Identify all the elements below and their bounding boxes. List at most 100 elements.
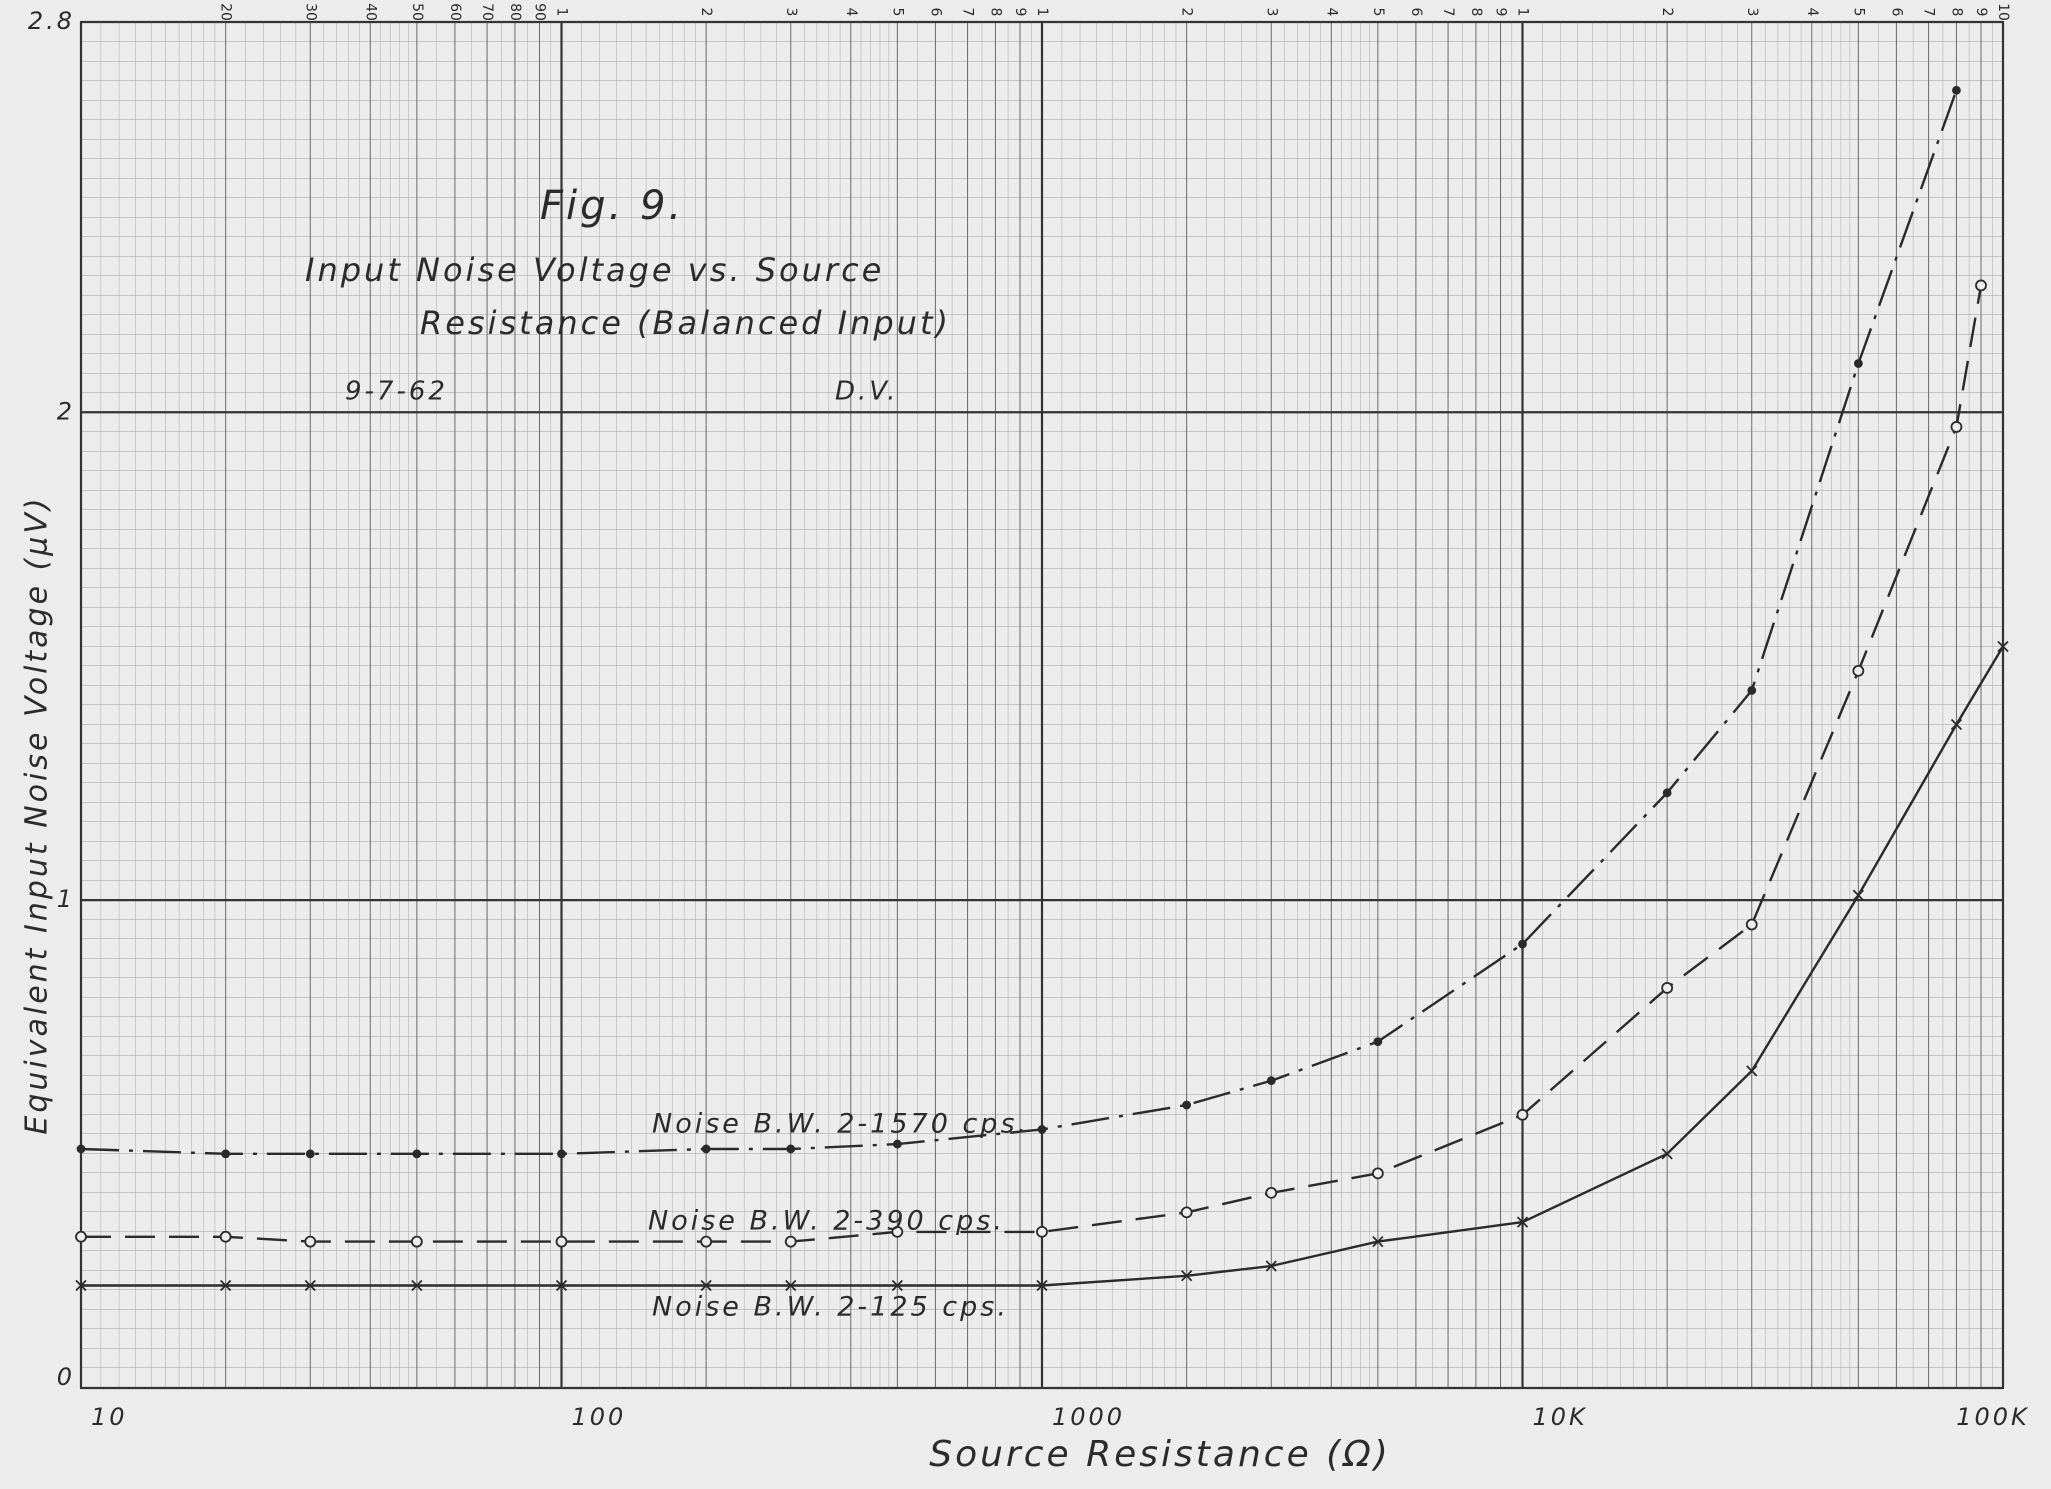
point-marker [221,1149,231,1159]
top-tick-label: 90 [532,3,548,21]
top-tick-label: 4 [843,8,859,17]
point-marker [700,1235,713,1248]
x-tick-label: 100 [572,1403,627,1431]
point-marker [220,1279,232,1292]
top-tick-label: 7 [1440,8,1456,17]
point-marker [1952,85,1961,95]
point-marker [700,1279,712,1292]
top-tick-label: 20 [218,3,234,21]
top-tick-label: 1 [1034,8,1050,17]
y-tick-label: 2.8 [28,7,75,35]
top-tick-label: 8 [1948,8,1964,17]
point-marker [219,1230,232,1243]
point-marker [304,1235,317,1248]
top-tick-label: 80 [507,3,523,21]
point-marker [1371,1167,1384,1180]
point-marker [891,1225,904,1238]
top-tick-label: 1 [1515,8,1531,17]
point-marker [1265,1260,1277,1272]
plot: 20 30 40 50 60 70 80 90 1 2 3 4 5 6 7 8 9 1 2 3 4 5 6 7 8 9 1 2 3 4 5 6… [20,3,2030,1475]
x-tick-label: 100K [1956,1403,2030,1431]
point-marker [1852,664,1865,677]
point-marker [411,1279,423,1292]
point-marker [75,1230,87,1243]
top-tick-label: 3 [1744,8,1760,17]
point-marker [304,1279,316,1292]
point-marker [1975,279,1987,292]
point-marker [1518,939,1527,949]
point-marker [1182,1100,1192,1110]
point-marker [784,1235,797,1248]
point-marker [305,1149,315,1159]
series-line [81,285,1983,1243]
top-tick-label: 9 [1012,8,1028,17]
y-tick-label: 1 [57,885,75,913]
plot-frame [80,21,2004,1389]
point-marker [701,1144,711,1154]
top-tick-label: 6 [927,8,943,17]
top-tick-label: 8 [1468,8,1484,17]
series-label: Noise B.W. 2-1570 cps. [652,1109,1029,1140]
top-tick-label: 2 [698,8,714,17]
point-marker [1180,1206,1193,1219]
y-axis-label: Equivalent Input Noise Voltage (μV) [20,495,55,1134]
point-marker [786,1144,796,1154]
top-tick-label: 40 [362,3,378,21]
point-marker [1950,718,1963,731]
point-marker [1037,1125,1047,1134]
point-marker [1373,1037,1383,1047]
point-marker [1181,1270,1193,1282]
top-tick-label: 7 [1921,8,1937,17]
author: D.V. [835,377,898,407]
top-tick-label: 6 [1408,8,1424,17]
date: 9-7-62 [345,377,448,407]
top-tick-label: 4 [1804,8,1820,17]
top-tick-label: 6 [1888,8,1904,17]
point-marker [1662,788,1672,798]
point-marker [891,1279,903,1292]
figure-label: Fig. 9. [540,183,684,229]
top-tick-label: 70 [479,3,495,21]
top-tick-label: 50 [409,3,425,21]
point-marker [1661,1148,1673,1160]
top-tick-label: 4 [1323,8,1339,17]
top-tick-label: 8 [987,8,1003,17]
point-marker [410,1235,423,1248]
top-tick-label: 9 [1973,8,1989,17]
point-marker [1852,889,1864,901]
point-marker [555,1235,568,1248]
y-tick-label: 0 [57,1363,75,1391]
top-tick-label: 60 [447,3,463,21]
point-marker [75,1279,87,1292]
point-marker [1516,1216,1529,1228]
point-marker [555,1279,568,1292]
point-marker [1746,1065,1758,1077]
point-marker [557,1149,566,1159]
top-tick-label: 9 [1493,8,1509,17]
point-marker [1950,421,1963,433]
top-tick-label: 3 [783,8,799,17]
top-tick-label: 30 [302,3,318,21]
chart-title: Resistance (Balanced Input) [420,304,951,342]
x-tick-label: 10K [1533,1403,1588,1431]
point-marker [412,1149,422,1159]
top-tick-label: 3 [1263,8,1279,17]
y-tick-label: 2 [57,397,75,425]
top-tick-label: 5 [1850,8,1866,17]
series-label: Noise B.W. 2-390 cps. [648,1206,1005,1237]
point-marker [1372,1236,1384,1248]
chart-title: Input Noise Voltage vs. Source [305,251,884,289]
point-marker [1747,685,1757,695]
series-label: Noise B.W. 2-125 cps. [652,1292,1009,1323]
point-marker [1661,982,1674,994]
point-marker [1036,1279,1048,1292]
top-tick-label: 1 [554,8,570,17]
point-marker [76,1144,86,1154]
series-line [81,645,2005,1287]
x-axis-label: Source Resistance (Ω) [929,1434,1391,1475]
x-tick-label: 10 [91,1403,128,1431]
top-tick-label: 2 [1659,8,1675,17]
point-marker [1265,1186,1278,1199]
